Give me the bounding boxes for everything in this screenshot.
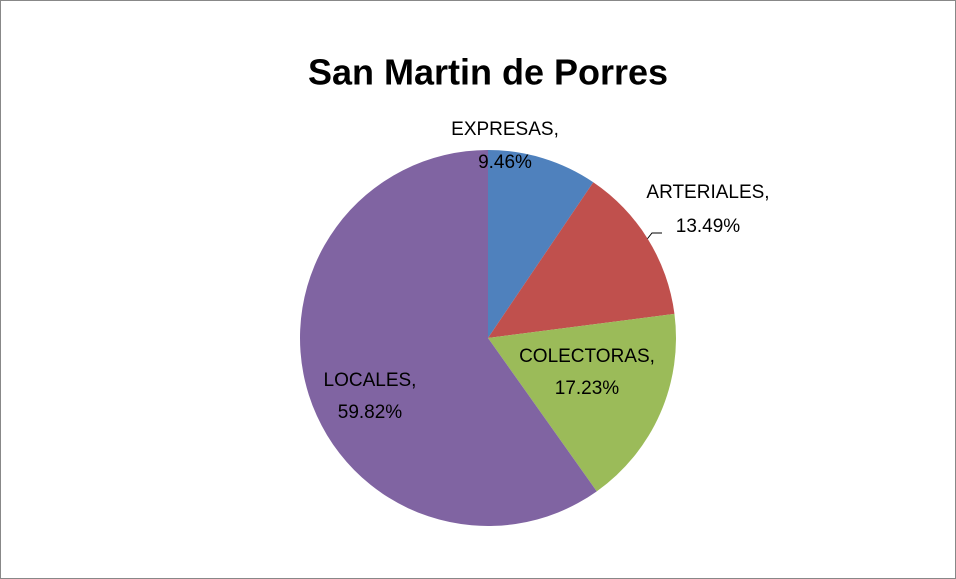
pie-slice [488,313,676,492]
pie-slice [488,150,594,338]
slice-value-label: 17.23% [555,378,620,399]
slice-label: EXPRESAS, [451,119,559,140]
chart-title: San Martin de Porres [308,52,668,93]
slice-value-label: 9.46% [478,152,532,173]
slice-label: LOCALES, [324,370,417,391]
slice-value-label: 13.49% [676,216,741,237]
pie-slice [488,182,675,338]
slice-label: ARTERIALES, [646,182,769,203]
slice-value-label: 59.82% [338,402,403,423]
pie-slice [299,150,597,526]
slice-label: COLECTORAS, [519,346,655,367]
